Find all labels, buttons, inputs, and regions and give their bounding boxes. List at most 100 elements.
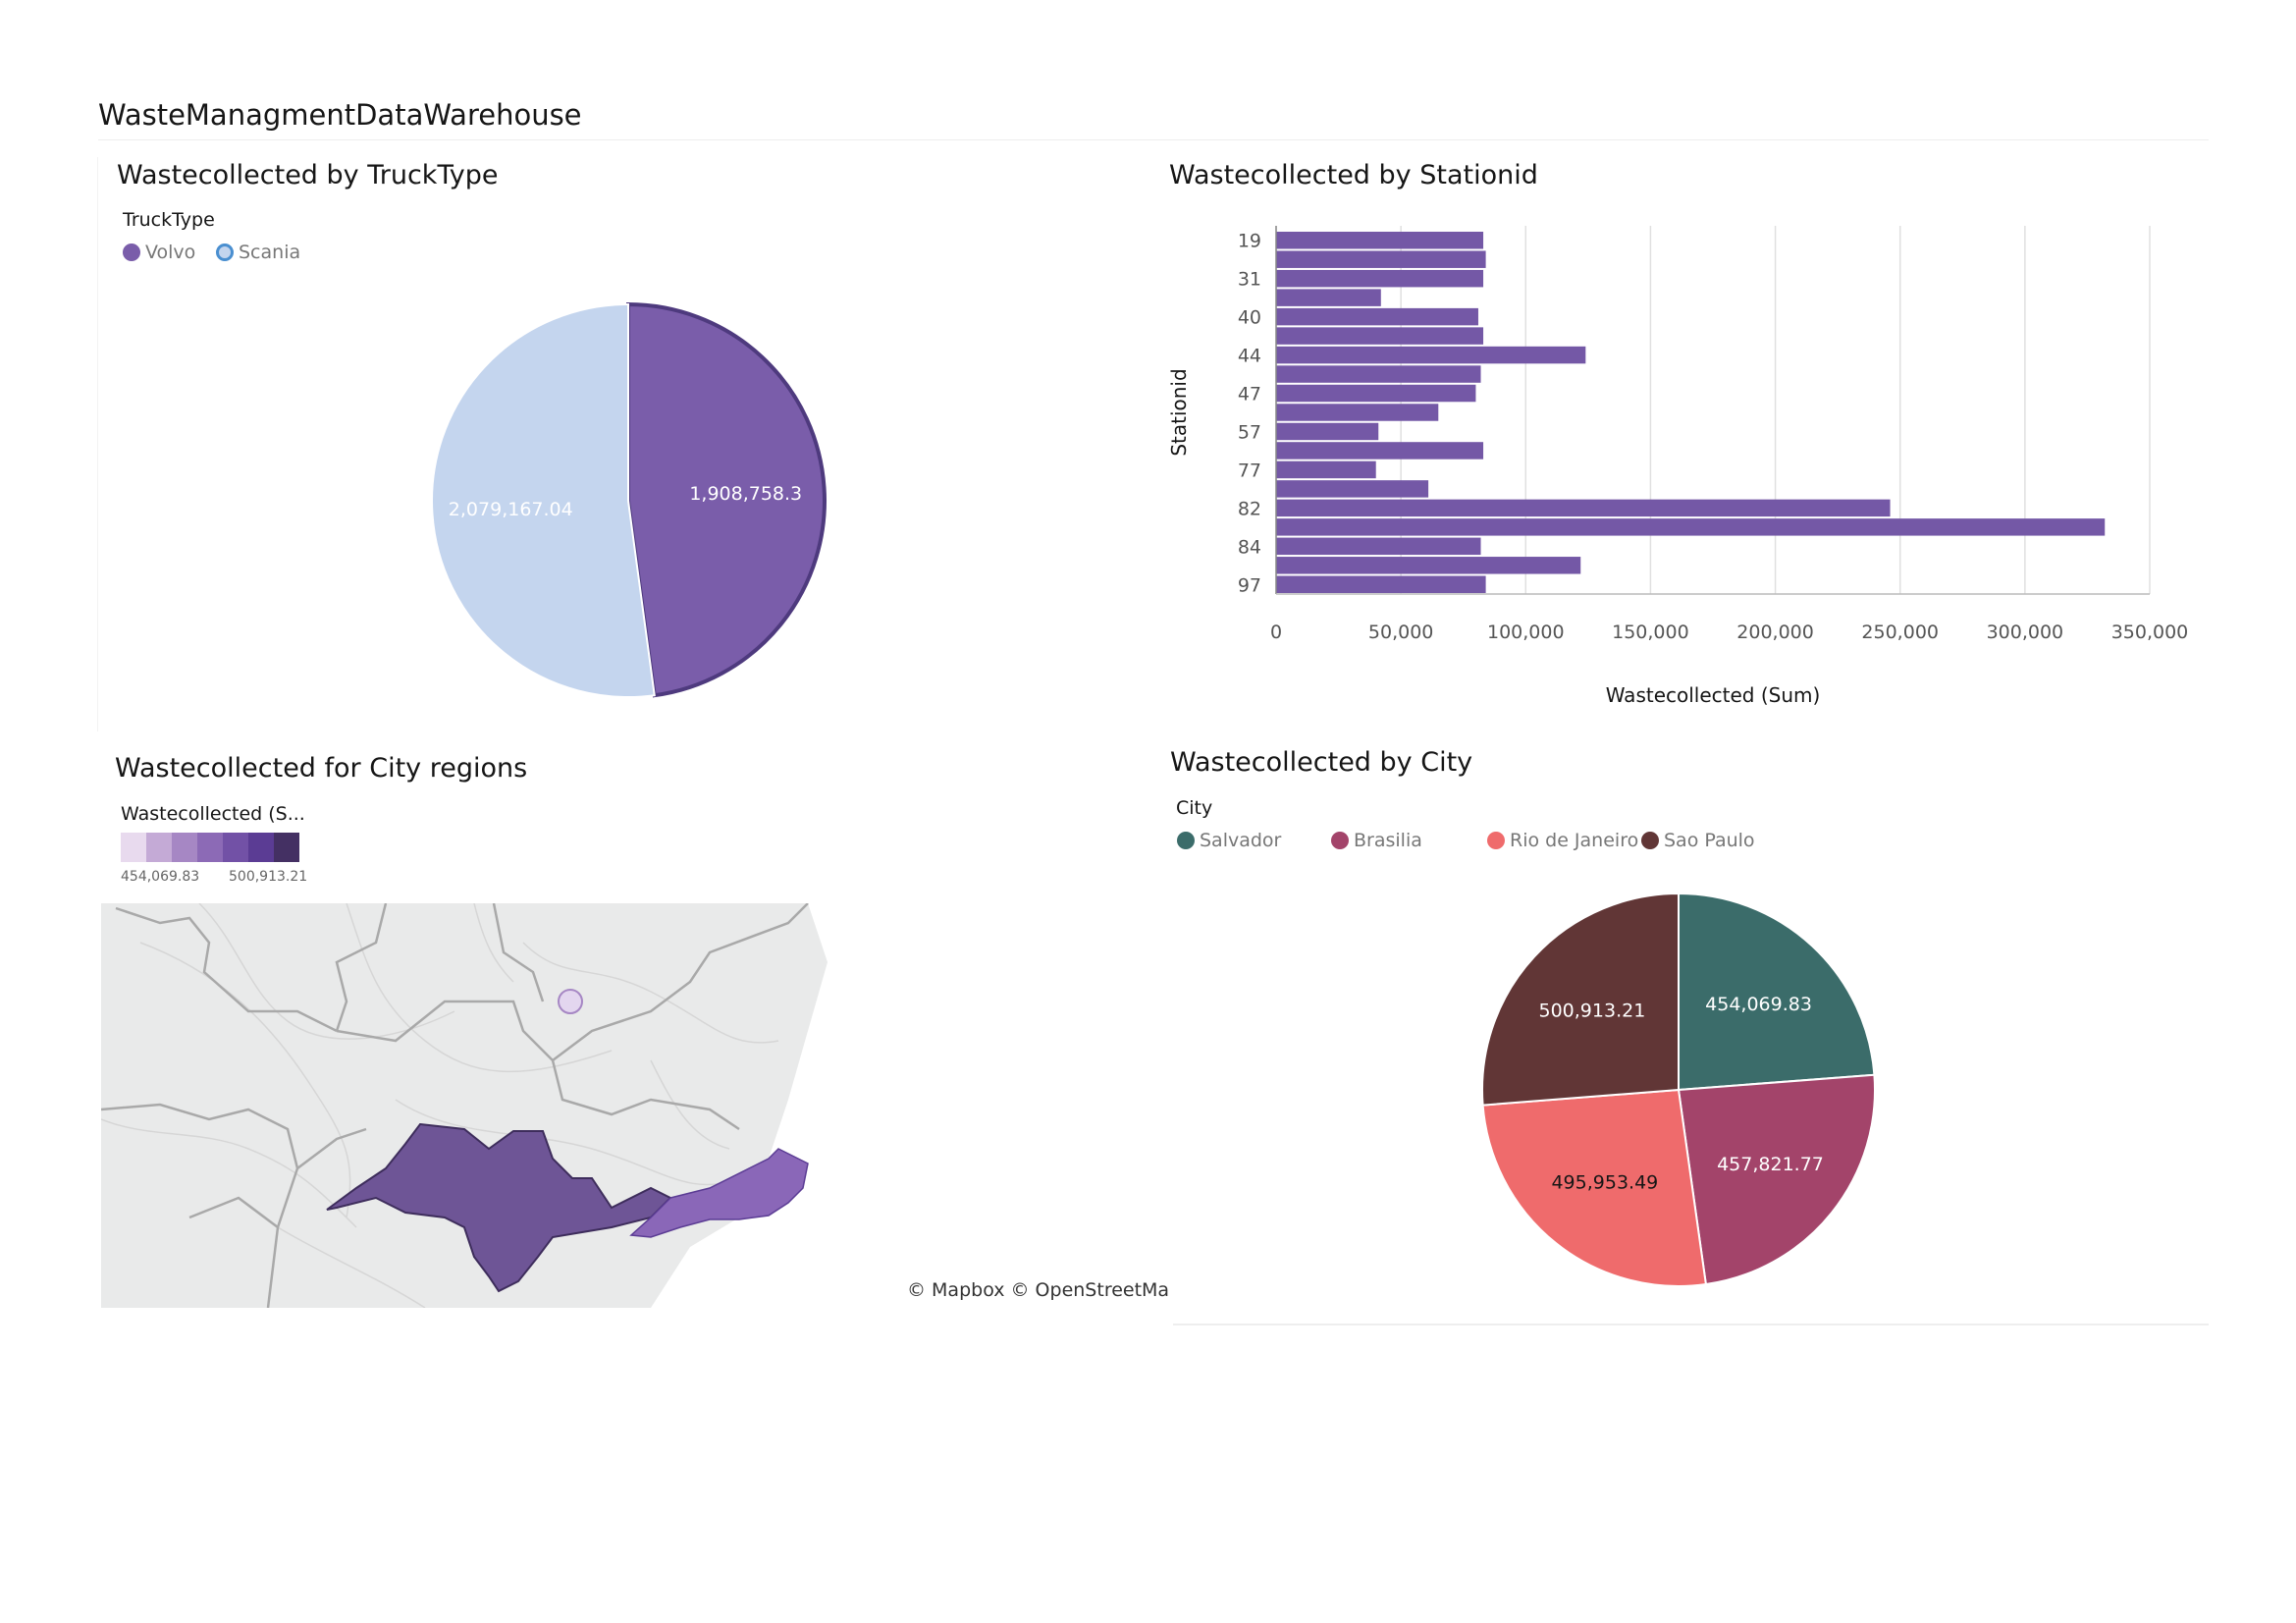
- y-tick-label: 44: [1238, 346, 1261, 367]
- truck-pie-chart: 1,908,758.3 2,079,167.04: [431, 301, 827, 698]
- rio-region: [629, 1148, 809, 1238]
- bar: [1276, 269, 1484, 288]
- y-axis-title: Stationid: [1167, 368, 1191, 456]
- bar: [1276, 499, 1891, 517]
- scale-step: [248, 833, 274, 862]
- bar: [1276, 250, 1486, 268]
- x-tick-label: 200,000: [1736, 622, 1814, 643]
- pie-slice-sao-paulo: [1481, 892, 1680, 1107]
- map-legend-title: Wastecollected (S...: [121, 803, 305, 825]
- bar: [1276, 442, 1484, 460]
- bar: [1276, 480, 1429, 498]
- sao-paulo-swatch-icon: [1641, 832, 1659, 849]
- x-tick-label: 0: [1270, 622, 1282, 643]
- bar: [1276, 384, 1476, 403]
- y-tick-label: 77: [1238, 460, 1261, 481]
- legend-item-brasilia[interactable]: Brasilia: [1331, 830, 1422, 851]
- bar: [1276, 404, 1439, 421]
- y-tick-label: 19: [1238, 231, 1261, 252]
- brasilia-swatch-icon: [1331, 832, 1349, 849]
- scale-step: [172, 833, 197, 862]
- bar: [1276, 365, 1481, 383]
- scale-step: [223, 833, 248, 862]
- scale-step: [197, 833, 223, 862]
- scale-step: [146, 833, 172, 862]
- sao-paulo-region: [326, 1122, 672, 1293]
- bar: [1276, 232, 1484, 249]
- map-scale-min: 454,069.83: [121, 869, 200, 885]
- bar: [1276, 327, 1484, 345]
- map-canvas: [101, 903, 864, 1308]
- pie-slice-salvador: [1678, 892, 1876, 1092]
- y-tick-label: 82: [1238, 498, 1261, 519]
- pie-slice-scania: [431, 302, 656, 698]
- map-scale-max: 500,913.21: [229, 869, 308, 885]
- pie-slice-rio-de-janeiro: [1481, 1088, 1708, 1287]
- bar: [1276, 422, 1379, 441]
- y-tick-label: 31: [1238, 269, 1261, 291]
- y-tick-label: 57: [1238, 421, 1261, 443]
- map-title: Wastecollected for City regions: [115, 753, 528, 784]
- city-legend-title: City: [1176, 797, 1213, 819]
- bar: [1276, 575, 1486, 593]
- legend-label-brasilia: Brasilia: [1354, 830, 1422, 851]
- truck-legend-title: TruckType: [123, 209, 215, 231]
- x-tick-label: 50,000: [1368, 622, 1433, 643]
- station-bar-title: Wastecollected by Stationid: [1169, 160, 1538, 190]
- legend-item-volvo[interactable]: Volvo: [123, 242, 195, 263]
- x-tick-label: 150,000: [1612, 622, 1689, 643]
- scale-step: [121, 833, 146, 862]
- legend-label-salvador: Salvador: [1200, 830, 1282, 851]
- city-pie-chart: 454,069.83 457,821.77 495,953.49 500,913.21: [1481, 892, 1876, 1287]
- truck-pie-title: Wastecollected by TruckType: [117, 160, 499, 190]
- rio-swatch-icon: [1487, 832, 1505, 849]
- region-map[interactable]: [101, 903, 864, 1308]
- pie-slice-volvo: [626, 301, 827, 698]
- brasilia-marker: [558, 989, 583, 1014]
- bar: [1276, 518, 2106, 536]
- legend-item-rio[interactable]: Rio de Janeiro: [1487, 830, 1638, 851]
- legend-item-scania[interactable]: Scania: [216, 242, 300, 263]
- bar: [1276, 537, 1481, 556]
- bar: [1276, 289, 1381, 306]
- x-tick-label: 350,000: [2111, 622, 2189, 643]
- legend-item-sao-paulo[interactable]: Sao Paulo: [1641, 830, 1755, 851]
- map-color-scale: [121, 833, 299, 862]
- panel-bottom-divider: [1173, 1324, 2209, 1325]
- pie-value-label: 457,821.77: [1717, 1154, 1824, 1175]
- legend-label-volvo: Volvo: [145, 242, 196, 263]
- scale-step: [274, 833, 299, 862]
- pie-value-label: 495,953.49: [1551, 1172, 1658, 1194]
- title-divider: [98, 139, 2209, 140]
- x-tick-label: 300,000: [1987, 622, 2064, 643]
- panel-divider: [97, 157, 98, 731]
- pie-slice-brasilia: [1677, 1073, 1876, 1286]
- dashboard-title: WasteManagmentDataWarehouse: [98, 98, 582, 132]
- bar: [1276, 307, 1478, 326]
- station-bar-chart: 0 50,000 100,000 150,000 200,000 250,000 300,0…: [1167, 226, 2189, 707]
- pie-value-label: 1,908,758.3: [689, 483, 802, 505]
- y-tick-label: 40: [1238, 307, 1261, 329]
- volvo-swatch-icon: [123, 243, 140, 261]
- bar: [1276, 460, 1376, 479]
- bar: [1276, 346, 1586, 364]
- pie-value-label: 454,069.83: [1705, 994, 1812, 1015]
- pie-value-label: 500,913.21: [1539, 1001, 1646, 1022]
- ocean: [651, 903, 864, 1308]
- x-axis-title: Wastecollected (Sum): [1606, 683, 1821, 707]
- x-tick-label: 250,000: [1861, 622, 1939, 643]
- y-tick-label: 97: [1238, 574, 1261, 596]
- city-pie-title: Wastecollected by City: [1170, 747, 1473, 778]
- salvador-swatch-icon: [1177, 832, 1195, 849]
- legend-label-scania: Scania: [239, 242, 301, 263]
- legend-item-salvador[interactable]: Salvador: [1177, 830, 1281, 851]
- pie-value-label: 2,079,167.04: [449, 499, 573, 520]
- y-tick-label: 47: [1238, 384, 1261, 406]
- x-tick-label: 100,000: [1487, 622, 1565, 643]
- legend-label-rio: Rio de Janeiro: [1510, 830, 1639, 851]
- bar: [1276, 557, 1581, 574]
- y-tick-label: 84: [1238, 536, 1261, 558]
- scania-swatch-icon: [216, 243, 234, 261]
- legend-label-sao-paulo: Sao Paulo: [1664, 830, 1755, 851]
- map-attribution[interactable]: © Mapbox © OpenStreetMa: [907, 1279, 1170, 1301]
